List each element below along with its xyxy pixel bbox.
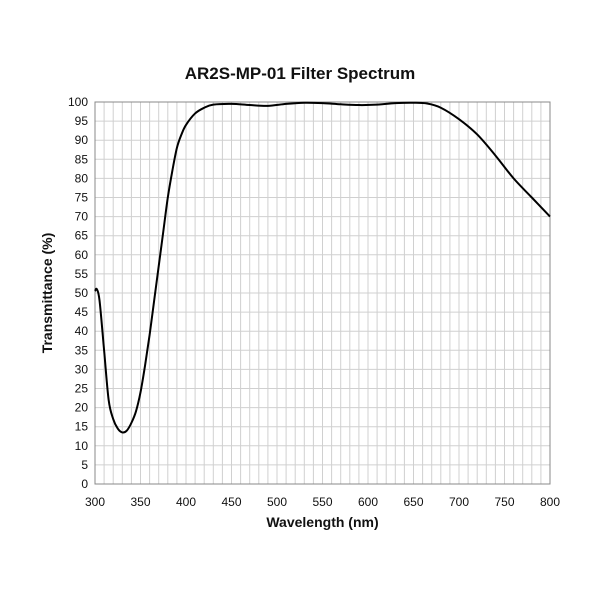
y-tick-label: 100 — [68, 95, 88, 109]
y-tick-label: 35 — [75, 343, 89, 357]
transmittance-line — [94, 101, 551, 434]
y-tick-label: 90 — [75, 133, 89, 147]
x-axis-label: Wavelength (nm) — [266, 514, 379, 530]
x-tick-label: 350 — [130, 495, 150, 509]
x-tick-label: 450 — [221, 495, 241, 509]
x-tick-label: 700 — [449, 495, 469, 509]
y-tick-label: 55 — [75, 267, 89, 281]
y-tick-label: 85 — [75, 152, 89, 166]
x-tick-label: 500 — [267, 495, 287, 509]
x-tick-label: 800 — [540, 495, 560, 509]
x-tick-label: 750 — [494, 495, 514, 509]
y-tick-label: 0 — [81, 477, 88, 491]
y-tick-label: 80 — [75, 171, 89, 185]
y-tick-label: 15 — [75, 420, 89, 434]
y-tick-label: 50 — [75, 286, 89, 300]
y-tick-label: 75 — [75, 191, 89, 205]
plot-border — [94, 101, 551, 485]
y-tick-label: 10 — [75, 439, 89, 453]
x-tick-label: 550 — [312, 495, 332, 509]
y-tick-label: 70 — [75, 210, 89, 224]
y-tick-label: 25 — [75, 382, 89, 396]
y-tick-label: 95 — [75, 114, 89, 128]
x-tick-label: 300 — [85, 495, 105, 509]
x-tick-label: 400 — [176, 495, 196, 509]
y-tick-label: 60 — [75, 248, 89, 262]
x-tick-label: 650 — [403, 495, 423, 509]
y-tick-label: 30 — [75, 362, 89, 376]
y-tick-label: 45 — [75, 305, 89, 319]
y-tick-label: 65 — [75, 229, 89, 243]
y-tick-label: 20 — [75, 401, 89, 415]
x-tick-label: 600 — [358, 495, 378, 509]
y-tick-label: 5 — [81, 458, 88, 472]
chart-title: AR2S-MP-01 Filter Spectrum — [184, 64, 416, 83]
y-tick-label: 40 — [75, 324, 89, 338]
